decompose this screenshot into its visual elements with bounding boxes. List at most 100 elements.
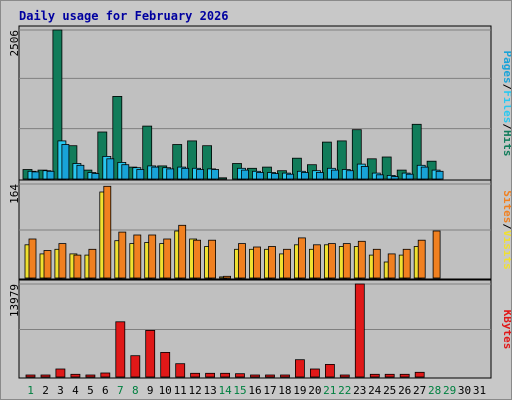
panel-0-legend: Pages/Files/Hits xyxy=(501,51,511,157)
x-tick-label-12: 12 xyxy=(188,384,201,397)
x-tick-label-6: 6 xyxy=(102,384,109,397)
bar-pages-day-19 xyxy=(300,172,309,180)
x-tick-label-30: 30 xyxy=(458,384,471,397)
panel-2-legend: KBytes xyxy=(501,310,511,350)
bar-kbytes-day-22 xyxy=(339,374,350,378)
legend-hits: Hits xyxy=(501,130,511,157)
bar-pages-day-5 xyxy=(91,173,100,180)
bar-kbytes-day-15 xyxy=(235,373,245,378)
x-tick-label-19: 19 xyxy=(293,384,306,397)
legend-sites: Sites xyxy=(501,190,511,223)
bar-sites-day-18 xyxy=(283,248,291,279)
x-tick-label-22: 22 xyxy=(338,384,351,397)
legend-visits: Visits xyxy=(501,230,511,270)
bar-pages-day-11 xyxy=(181,167,190,180)
bar-sites-day-1 xyxy=(28,238,37,279)
bar-pages-day-25 xyxy=(390,176,399,180)
bar-kbytes-day-18 xyxy=(280,374,290,378)
panel-0: 2506 Pages/Files/Hits xyxy=(8,25,512,181)
bar-kbytes-day-24 xyxy=(369,373,380,378)
bar-sites-day-20 xyxy=(312,244,321,279)
x-tick-label-27: 27 xyxy=(413,384,426,397)
x-tick-label-18: 18 xyxy=(278,384,291,397)
bar-sites-day-21 xyxy=(327,243,336,279)
bar-sites-day-16 xyxy=(253,246,261,279)
bar-pages-day-23 xyxy=(360,166,369,180)
bar-pages-day-27 xyxy=(420,166,429,180)
bar-pages-day-6 xyxy=(106,158,115,180)
bar-pages-day-24 xyxy=(375,174,384,180)
bar-hits-day-21 xyxy=(321,141,332,180)
bar-sites-day-6 xyxy=(103,185,112,279)
bar-sites-day-23 xyxy=(357,240,366,279)
x-tick-label-15: 15 xyxy=(233,384,246,397)
bar-pages-day-8 xyxy=(136,169,145,180)
bar-hits-day-9 xyxy=(142,125,153,180)
bar-pages-day-12 xyxy=(196,169,205,180)
bar-pages-day-21 xyxy=(330,169,339,180)
panel-0-y-max-label: 2506 xyxy=(8,30,21,57)
bar-kbytes-day-4 xyxy=(70,373,81,378)
bar-hits-day-13 xyxy=(202,145,213,180)
x-tick-label-7: 7 xyxy=(117,384,124,397)
bar-kbytes-day-17 xyxy=(265,374,275,378)
panel-2-y-max-label: 13979 xyxy=(8,284,21,317)
bar-hits-day-19 xyxy=(291,157,302,180)
bar-kbytes-day-1 xyxy=(25,374,36,378)
bar-kbytes-day-10 xyxy=(160,351,171,378)
bar-kbytes-day-9 xyxy=(145,329,156,378)
bar-hits-day-3 xyxy=(52,29,63,180)
chart-title: Daily usage for February 2026 xyxy=(19,9,229,23)
bar-sites-day-8 xyxy=(133,234,142,279)
bar-kbytes-day-3 xyxy=(55,368,66,378)
bar-pages-day-26 xyxy=(405,173,414,180)
bar-sites-day-13 xyxy=(208,239,217,279)
bar-hits-day-12 xyxy=(187,140,198,180)
bar-pages-day-9 xyxy=(151,166,160,180)
bar-pages-day-15 xyxy=(241,169,249,180)
bar-pages-day-2 xyxy=(46,170,55,180)
bar-kbytes-day-20 xyxy=(309,368,320,378)
bar-sites-day-2 xyxy=(43,250,52,279)
x-tick-label-31: 31 xyxy=(473,384,486,397)
bar-pages-day-20 xyxy=(315,172,324,180)
bar-sites-day-14 xyxy=(223,275,232,279)
x-tick-label-1: 1 xyxy=(27,384,34,397)
bar-kbytes-day-6 xyxy=(100,372,111,378)
x-tick-label-23: 23 xyxy=(353,384,366,397)
panel-0-legend-separator: / xyxy=(501,84,511,91)
bar-sites-day-5 xyxy=(88,248,97,279)
bar-kbytes-day-25 xyxy=(384,373,395,378)
bar-pages-day-28 xyxy=(435,170,444,180)
x-tick-label-9: 9 xyxy=(147,384,154,397)
bar-hits-day-7 xyxy=(112,96,123,180)
bar-pages-day-1 xyxy=(31,171,40,180)
legend-kbytes: KBytes xyxy=(501,310,511,350)
x-tick-label-11: 11 xyxy=(174,384,187,397)
bar-sites-day-17 xyxy=(268,246,276,279)
bar-pages-day-4 xyxy=(76,164,85,180)
bar-sites-day-15 xyxy=(238,243,246,279)
bar-sites-day-22 xyxy=(342,243,351,279)
bar-pages-day-22 xyxy=(345,170,354,180)
x-tick-label-5: 5 xyxy=(87,384,94,397)
panel-1: 164 Sites/Visits xyxy=(8,179,512,280)
bar-kbytes-day-23 xyxy=(354,283,365,378)
x-tick-label-16: 16 xyxy=(248,384,261,397)
legend-pages: Pages xyxy=(501,51,511,84)
bar-hits-day-25 xyxy=(381,156,392,180)
bar-sites-day-12 xyxy=(193,239,202,279)
x-tick-label-4: 4 xyxy=(72,384,79,397)
bar-pages-day-16 xyxy=(256,172,264,180)
bar-pages-day-18 xyxy=(286,173,294,180)
bar-kbytes-day-14 xyxy=(220,372,231,378)
x-tick-label-8: 8 xyxy=(132,384,139,397)
x-tick-label-14: 14 xyxy=(218,384,232,397)
x-tick-label-21: 21 xyxy=(323,384,336,397)
x-tick-label-28: 28 xyxy=(428,384,441,397)
panel-0-legend-separator: / xyxy=(501,123,511,130)
x-tick-label-20: 20 xyxy=(308,384,321,397)
x-tick-label-2: 2 xyxy=(42,384,49,397)
